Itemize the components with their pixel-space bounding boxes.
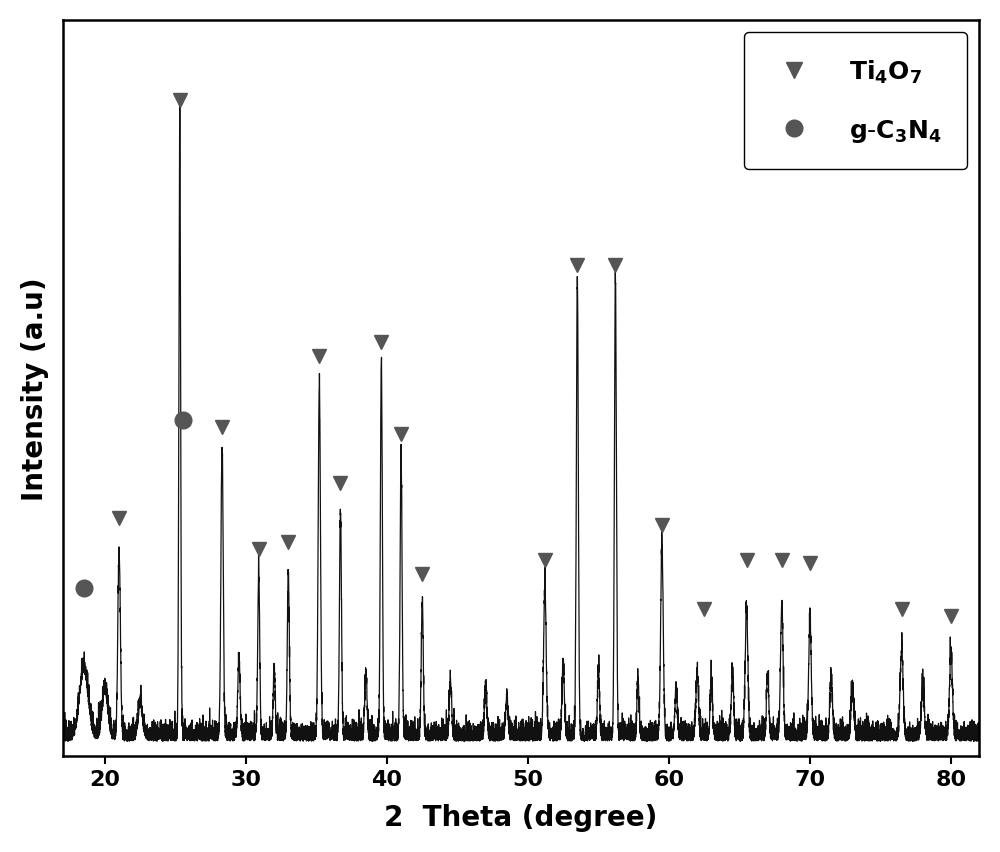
X-axis label: 2  Theta (degree): 2 Theta (degree) — [384, 803, 658, 832]
Y-axis label: Intensity (a.u): Intensity (a.u) — [21, 277, 49, 500]
Legend: $\mathbf{Ti_4O_7}$, $\mathbf{g\text{-}C_3N_4}$: $\mathbf{Ti_4O_7}$, $\mathbf{g\text{-}C_… — [744, 33, 967, 170]
